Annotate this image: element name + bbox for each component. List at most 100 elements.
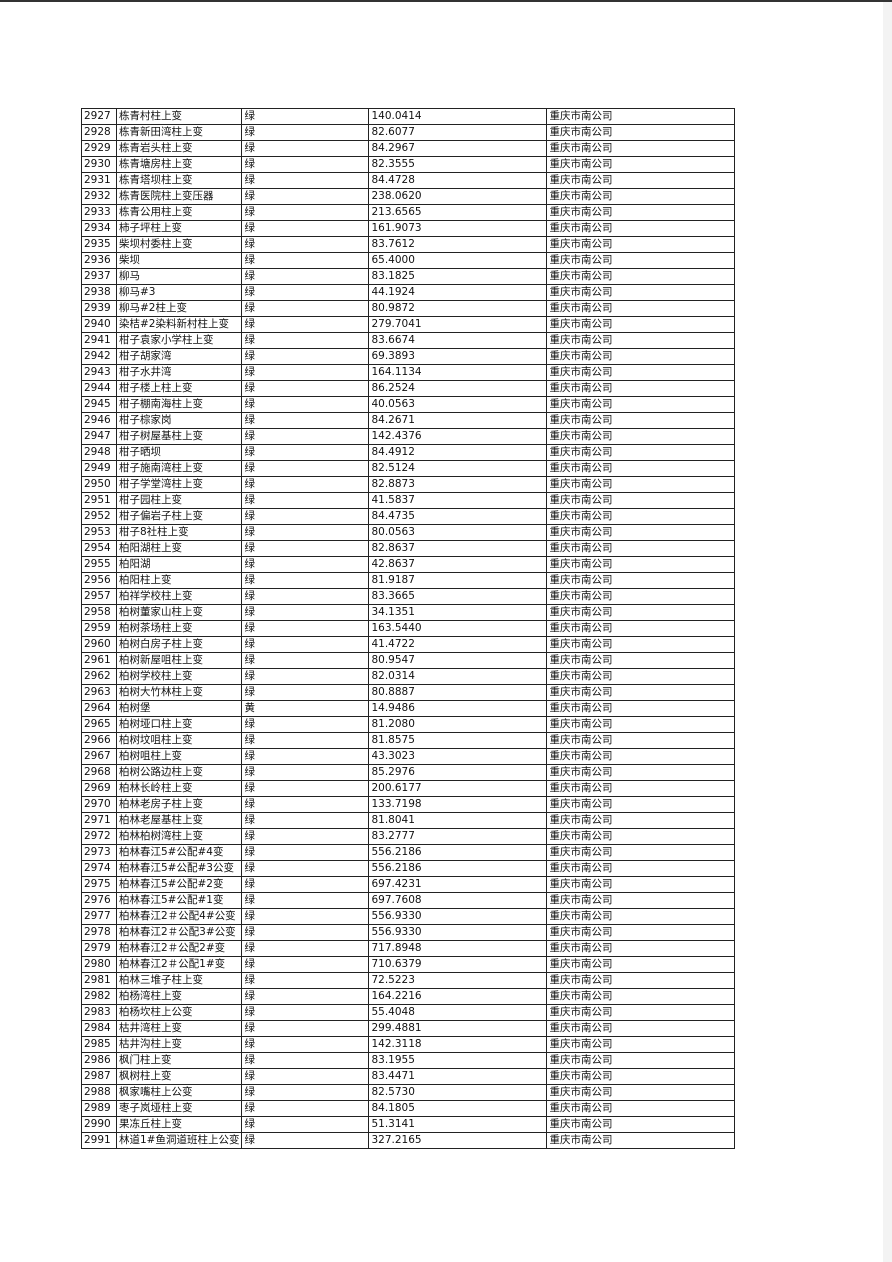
station-name-cell: 柏树茶场柱上变 [115,620,243,637]
value-cell: 69.3893 [368,348,548,365]
status-color-cell: 绿 [241,108,370,125]
row-number-cell: 2991 [81,1132,117,1149]
station-name-cell: 栋青村柱上变 [115,108,243,125]
company-cell: 重庆市南公司 [546,220,736,237]
row-number-cell: 2990 [81,1116,117,1133]
table-row: 2945 柑子棚南海柱上变绿 40.0563 重庆市南公司 [81,396,736,413]
status-color-cell: 绿 [241,1100,370,1117]
table-row: 2948 柑子晒坝绿 84.4912 重庆市南公司 [81,444,736,461]
page-right-edge [883,2,892,1262]
status-color-cell: 绿 [241,684,370,701]
company-cell: 重庆市南公司 [546,492,736,509]
station-name-cell: 栋青塔坝柱上变 [115,172,243,189]
table-row: 2986 枫门柱上变绿 83.1955 重庆市南公司 [81,1052,736,1069]
status-color-cell: 绿 [241,844,370,861]
status-color-cell: 绿 [241,172,370,189]
station-name-cell: 柏林长岭柱上变 [115,780,243,797]
row-number-cell: 2976 [81,892,117,909]
value-cell: 81.2080 [368,716,548,733]
station-name-cell: 枫门柱上变 [115,1052,243,1069]
status-color-cell: 绿 [241,124,370,141]
status-color-cell: 绿 [241,380,370,397]
company-cell: 重庆市南公司 [546,508,736,525]
row-number-cell: 2941 [81,332,117,349]
value-cell: 80.0563 [368,524,548,541]
value-cell: 80.9547 [368,652,548,669]
company-cell: 重庆市南公司 [546,1100,736,1117]
station-name-cell: 枯井沟柱上变 [115,1036,243,1053]
table-row: 2961 柏树新屋咀柱上变绿 80.9547 重庆市南公司 [81,652,736,669]
station-name-cell: 柏树学校柱上变 [115,668,243,685]
company-cell: 重庆市南公司 [546,476,736,493]
company-cell: 重庆市南公司 [546,844,736,861]
row-number-cell: 2984 [81,1020,117,1037]
company-cell: 重庆市南公司 [546,620,736,637]
company-cell: 重庆市南公司 [546,828,736,845]
row-number-cell: 2963 [81,684,117,701]
station-name-cell: 柏林春江2＃公配4#公变 [115,908,243,925]
company-cell: 重庆市南公司 [546,812,736,829]
value-cell: 556.2186 [368,844,548,861]
row-number-cell: 2953 [81,524,117,541]
company-cell: 重庆市南公司 [546,188,736,205]
station-name-cell: 栋青塘房柱上变 [115,156,243,173]
status-color-cell: 绿 [241,732,370,749]
row-number-cell: 2970 [81,796,117,813]
value-cell: 82.3555 [368,156,548,173]
table-row: 2991 林道1#鱼洞道班柱上公变绿 327.2165 重庆市南公司 [81,1132,736,1149]
table-row: 2932 栋青医院柱上变压器绿 238.0620 重庆市南公司 [81,188,736,205]
company-cell: 重庆市南公司 [546,892,736,909]
station-name-cell: 柑子楼上柱上变 [115,380,243,397]
row-number-cell: 2947 [81,428,117,445]
status-color-cell: 绿 [241,828,370,845]
station-name-cell: 枣子岚垭柱上变 [115,1100,243,1117]
company-cell: 重庆市南公司 [546,124,736,141]
status-color-cell: 绿 [241,316,370,333]
value-cell: 133.7198 [368,796,548,813]
status-color-cell: 绿 [241,460,370,477]
company-cell: 重庆市南公司 [546,140,736,157]
status-color-cell: 绿 [241,796,370,813]
status-color-cell: 绿 [241,620,370,637]
station-name-cell: 柏林春江5#公配#2变 [115,876,243,893]
table-row: 2968 柏树公路边柱上变绿 85.2976 重庆市南公司 [81,764,736,781]
station-name-cell: 柳马#2柱上变 [115,300,243,317]
row-number-cell: 2940 [81,316,117,333]
station-name-cell: 柏祥学校柱上变 [115,588,243,605]
status-color-cell: 绿 [241,348,370,365]
status-color-cell: 绿 [241,764,370,781]
status-color-cell: 绿 [241,1004,370,1021]
status-color-cell: 绿 [241,924,370,941]
table-row: 2977 柏林春江2＃公配4#公变绿 556.9330 重庆市南公司 [81,908,736,925]
table-row: 2966 柏树坟咀柱上变绿 81.8575 重庆市南公司 [81,732,736,749]
value-cell: 82.5124 [368,460,548,477]
status-color-cell: 绿 [241,428,370,445]
company-cell: 重庆市南公司 [546,780,736,797]
row-number-cell: 2988 [81,1084,117,1101]
company-cell: 重庆市南公司 [546,316,736,333]
value-cell: 83.4471 [368,1068,548,1085]
row-number-cell: 2986 [81,1052,117,1069]
table-row: 2958 柏树董家山柱上变绿 34.1351 重庆市南公司 [81,604,736,621]
table-row: 2983 柏杨坎柱上公变绿 55.4048 重庆市南公司 [81,1004,736,1021]
company-cell: 重庆市南公司 [546,860,736,877]
table-row: 2934 柿子坪柱上变绿 161.9073 重庆市南公司 [81,220,736,237]
table-row: 2940 染桔#2染料新村柱上变绿 279.7041 重庆市南公司 [81,316,736,333]
value-cell: 14.9486 [368,700,548,717]
value-cell: 83.3665 [368,588,548,605]
table-row: 2956 柏阳柱上变绿 81.9187 重庆市南公司 [81,572,736,589]
station-name-cell: 柏林春江2＃公配2#变 [115,940,243,957]
value-cell: 710.6379 [368,956,548,973]
status-color-cell: 绿 [241,1116,370,1133]
row-number-cell: 2971 [81,812,117,829]
status-color-cell: 绿 [241,1020,370,1037]
value-cell: 44.1924 [368,284,548,301]
status-color-cell: 绿 [241,412,370,429]
value-cell: 41.4722 [368,636,548,653]
status-color-cell: 绿 [241,396,370,413]
company-cell: 重庆市南公司 [546,1036,736,1053]
value-cell: 84.2671 [368,412,548,429]
value-cell: 83.2777 [368,828,548,845]
company-cell: 重庆市南公司 [546,332,736,349]
station-name-cell: 柏林三堆子柱上变 [115,972,243,989]
